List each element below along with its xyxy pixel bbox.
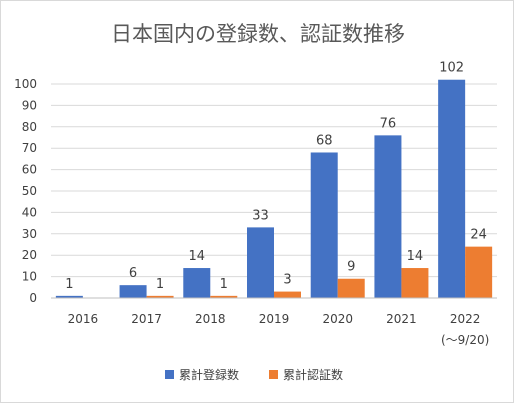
y-tick-label: 60: [22, 163, 37, 177]
legend-label: 累計認証数: [283, 367, 343, 382]
x-tick-label: 2022: [450, 312, 481, 326]
gridlines: [51, 83, 497, 278]
x-tick-label: 2018: [195, 312, 226, 326]
bar-registrations: [438, 79, 466, 298]
bar-certifications: [337, 278, 365, 298]
legend: 累計登録数 累計認証数: [165, 367, 343, 382]
bar-registrations: [183, 268, 211, 298]
data-label: 102: [439, 61, 464, 76]
legend-label: 累計登録数: [179, 367, 239, 382]
bar-certifications: [465, 246, 493, 298]
y-tick-label: 30: [22, 227, 37, 241]
y-tick-label: 90: [22, 98, 37, 112]
x-tick-label: 2019: [259, 312, 290, 326]
y-axis-ticks: 0 10 20 30 40 50 60 70 80 90 100: [14, 77, 37, 305]
y-tick-label: 50: [22, 184, 37, 198]
bar-certifications: [146, 295, 174, 298]
y-tick-label: 10: [22, 270, 37, 284]
data-label: 76: [380, 116, 397, 131]
x-tick-label: 2021: [386, 312, 417, 326]
y-tick-label: 0: [29, 291, 37, 305]
x-axis-ticks: 2016 2017 2018 2019 2020 2021 2022 (～9/20): [68, 312, 490, 347]
chart-title: 日本国内の登録数、認証数推移: [111, 22, 405, 46]
y-tick-label: 40: [22, 205, 37, 219]
bar-certifications: [210, 295, 238, 298]
legend-swatch: [165, 370, 174, 379]
bar-certifications: [401, 268, 429, 298]
bar-registrations: [247, 227, 274, 298]
data-label: 1: [156, 277, 164, 292]
bar-registrations: [119, 285, 147, 298]
bar-certifications: [274, 291, 301, 298]
x-tick-label: 2017: [131, 312, 162, 326]
data-label: 68: [316, 133, 333, 148]
y-tick-label: 80: [22, 120, 37, 134]
bar-registrations: [310, 152, 338, 298]
y-tick-label: 100: [14, 77, 37, 91]
bars: [55, 79, 493, 298]
x-tick-label: 2016: [68, 312, 99, 326]
bar-registrations: [55, 295, 83, 298]
x-tick-sublabel: (～9/20): [441, 333, 489, 347]
data-label: 9: [347, 260, 355, 275]
data-label: 24: [470, 228, 487, 243]
data-label: 1: [220, 277, 228, 292]
data-label: 6: [129, 266, 137, 281]
legend-swatch: [269, 370, 278, 379]
data-label: 3: [283, 273, 291, 288]
bar-registrations: [374, 135, 402, 298]
data-label: 33: [252, 208, 269, 223]
data-label: 1: [65, 277, 73, 292]
x-tick-label: 2020: [322, 312, 353, 326]
data-label: 14: [189, 249, 206, 264]
y-tick-label: 20: [22, 248, 37, 262]
y-tick-label: 70: [22, 141, 37, 155]
data-label: 14: [407, 249, 424, 264]
